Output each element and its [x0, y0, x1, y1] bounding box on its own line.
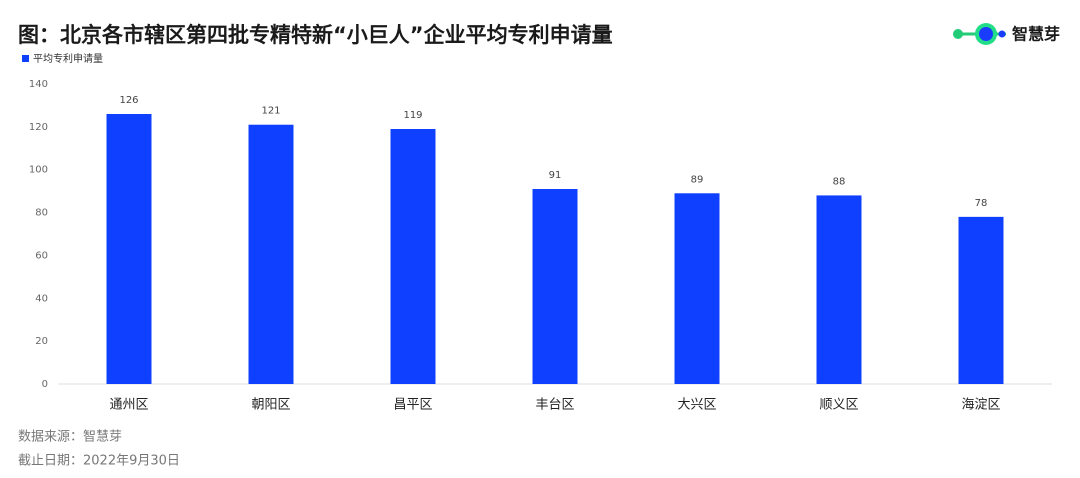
x-tick-label: 朝阳区: [251, 398, 290, 413]
logo-dot: [998, 30, 1006, 38]
x-tick-label: 昌平区: [393, 398, 432, 413]
x-tick-label: 通州区: [109, 398, 148, 413]
value-label: 88: [833, 176, 846, 187]
logo-text: 智慧芽: [1012, 25, 1060, 44]
value-label: 119: [403, 110, 422, 121]
y-tick-label: 140: [29, 79, 48, 90]
bar: [106, 114, 152, 384]
bar: [816, 195, 862, 384]
y-tick-label: 0: [42, 379, 48, 390]
x-tick-label: 顺义区: [819, 398, 858, 413]
legend-label: 平均专利申请量: [33, 52, 103, 65]
value-label: 89: [691, 174, 704, 185]
value-label: 91: [549, 170, 562, 181]
y-tick-label: 120: [29, 122, 48, 133]
date-note: 截止日期：2022年9月30日: [18, 454, 180, 469]
bar: [248, 124, 294, 384]
logo-core: [979, 27, 993, 41]
value-label: 78: [975, 198, 988, 209]
x-tick-label: 丰台区: [535, 398, 574, 413]
logo: 智慧芽: [953, 23, 1060, 45]
x-tick-label: 海淀区: [961, 398, 1000, 413]
bar: [674, 193, 720, 384]
source-note: 数据来源：智慧芽: [18, 429, 122, 445]
legend-swatch: [22, 55, 29, 62]
bar: [390, 129, 436, 384]
bar: [958, 216, 1004, 384]
value-label: 121: [261, 106, 280, 117]
y-tick-label: 80: [35, 208, 48, 219]
chart-title: 图：北京各市辖区第四批专精特新“小巨人”企业平均专利申请量: [18, 23, 613, 47]
y-tick-label: 40: [35, 293, 48, 304]
logo-dot: [953, 29, 963, 39]
y-tick-label: 20: [35, 336, 48, 347]
y-tick-label: 60: [35, 250, 48, 261]
y-tick-label: 100: [29, 165, 48, 176]
value-label: 126: [119, 95, 138, 106]
x-tick-label: 大兴区: [677, 398, 716, 413]
bar: [532, 189, 578, 384]
